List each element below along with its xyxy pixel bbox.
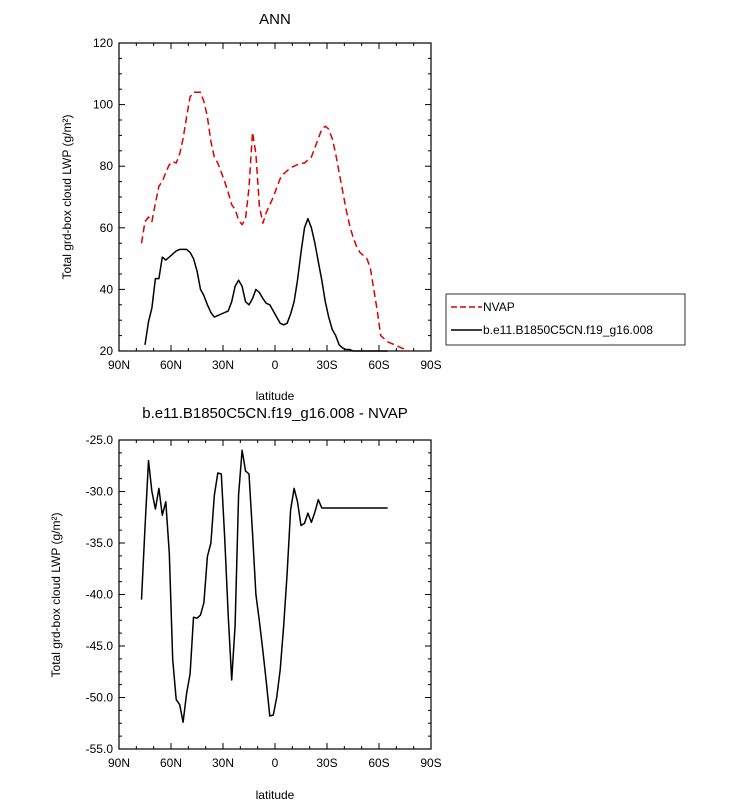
x-tick-label: 60S (368, 756, 389, 770)
x-tick-label: 60N (160, 358, 182, 372)
x-tick-label: 90S (420, 756, 441, 770)
y-tick-label: 20 (100, 344, 114, 358)
top-series-line-0 (140, 91, 409, 352)
legend-label-model: b.e11.B1850C5CN.f19_g16.008 (483, 323, 653, 337)
x-tick-label: 60N (160, 756, 182, 770)
x-tick-label: 0 (272, 756, 279, 770)
x-tick-label: 30S (316, 756, 337, 770)
x-tick-label: 30N (212, 756, 234, 770)
bottom-series-group (140, 449, 388, 723)
bottom-y-axis-label: Total grd-box cloud LWP (g/m²) (49, 513, 63, 678)
bottom-panel: b.e11.B1850C5CN.f19_g16.008 - NVAP -55.0… (49, 405, 442, 802)
y-tick-label: -35.0 (86, 536, 114, 550)
bottom-series-line-0 (140, 449, 388, 723)
y-tick-label: 40 (100, 282, 114, 296)
top-series-line-1 (144, 217, 388, 352)
x-tick-label: 90N (108, 358, 130, 372)
y-tick-label: -25.0 (86, 433, 114, 447)
x-tick-label: 90N (108, 756, 130, 770)
y-tick-label: -30.0 (86, 485, 114, 499)
top-y-axis: 20 40 60 80 100 120 (93, 36, 431, 358)
y-tick-label: -40.0 (86, 588, 114, 602)
top-chart-title: ANN (259, 11, 291, 28)
legend-label-nvap: NVAP (483, 300, 515, 314)
x-tick-label: 60S (368, 358, 389, 372)
x-tick-label: 30S (316, 358, 337, 372)
y-tick-label: -50.0 (86, 691, 114, 705)
y-tick-label: 60 (100, 221, 114, 235)
legend: NVAP b.e11.B1850C5CN.f19_g16.008 (445, 293, 686, 346)
legend-box (445, 293, 686, 346)
top-x-axis-label: latitude (256, 389, 295, 403)
bottom-chart-title: b.e11.B1850C5CN.f19_g16.008 - NVAP (142, 405, 407, 422)
y-tick-label: -45.0 (86, 639, 114, 653)
top-panel: ANN 20 40 60 80 100 120 90N 60N 30N 0 30S 60S 90S l… (60, 11, 686, 403)
top-series-group (140, 91, 409, 352)
x-tick-label: 0 (272, 358, 279, 372)
y-tick-label: 120 (93, 36, 113, 50)
bottom-y-axis: -55.0 -50.0 -45.0 -40.0 -35.0 -30.0 -25.0 (86, 433, 431, 756)
top-x-axis: 90N 60N 30N 0 30S 60S 90S (108, 43, 442, 372)
bottom-x-axis-label: latitude (256, 788, 295, 802)
x-tick-label: 30N (212, 358, 234, 372)
x-tick-label: 90S (420, 358, 441, 372)
y-tick-label: 80 (100, 159, 114, 173)
y-tick-label: -55.0 (86, 742, 114, 756)
bottom-x-axis: 90N 60N 30N 0 30S 60S 90S (108, 440, 442, 770)
top-y-axis-label: Total grd-box cloud LWP (g/m²) (60, 115, 74, 280)
y-tick-label: 100 (93, 98, 113, 112)
